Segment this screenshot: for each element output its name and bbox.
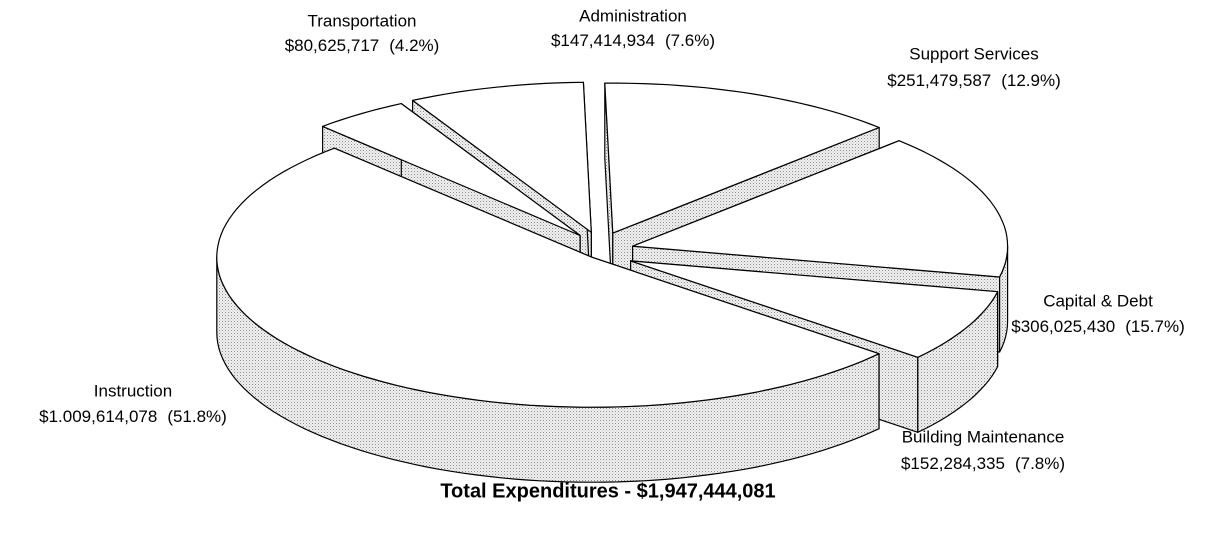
slice-label: Support Services	[909, 44, 1038, 63]
percent-label: (12.9%)	[1001, 71, 1061, 90]
percent-label: (15.7%)	[1125, 317, 1185, 336]
slice	[604, 82, 880, 234]
pie	[216, 81, 1009, 483]
slice-value-label: $152,284,335 (7.8%)	[901, 454, 1065, 473]
slice-label: Transportation	[308, 11, 417, 30]
percent-label: (51.8%)	[167, 407, 227, 426]
slice	[630, 260, 999, 358]
chart-title: Total Expenditures - $1,947,444,081	[440, 480, 775, 502]
slice	[216, 147, 880, 408]
value-label: $152,284,335	[901, 454, 1005, 473]
slice-label: Administration	[579, 6, 687, 25]
slice-value-label: $306,025,430 (15.7%)	[1011, 317, 1185, 336]
slice-value-label: $147,414,934 (7.6%)	[551, 31, 715, 50]
value-label: $251,479,587	[887, 71, 991, 90]
slice-value-label: $80,625,717 (4.2%)	[285, 36, 440, 55]
slice	[412, 81, 592, 233]
slice	[322, 103, 581, 237]
value-label: $80,625,717	[285, 36, 380, 55]
slice-value-label: $1.009,614,078 (51.8%)	[39, 407, 227, 426]
slice	[632, 140, 1009, 278]
percent-label: (7.6%)	[665, 31, 715, 50]
slice-label: Building Maintenance	[902, 427, 1065, 446]
slice-value-label: $251,479,587 (12.9%)	[887, 71, 1061, 90]
percent-label: (4.2%)	[389, 36, 439, 55]
slice-label: Capital & Debt	[1043, 291, 1153, 310]
slice-label: Instruction	[94, 381, 172, 400]
percent-label: (7.8%)	[1015, 454, 1065, 473]
value-label: $147,414,934	[551, 31, 655, 50]
value-label: $306,025,430	[1011, 317, 1115, 336]
value-label: $1.009,614,078	[39, 407, 157, 426]
